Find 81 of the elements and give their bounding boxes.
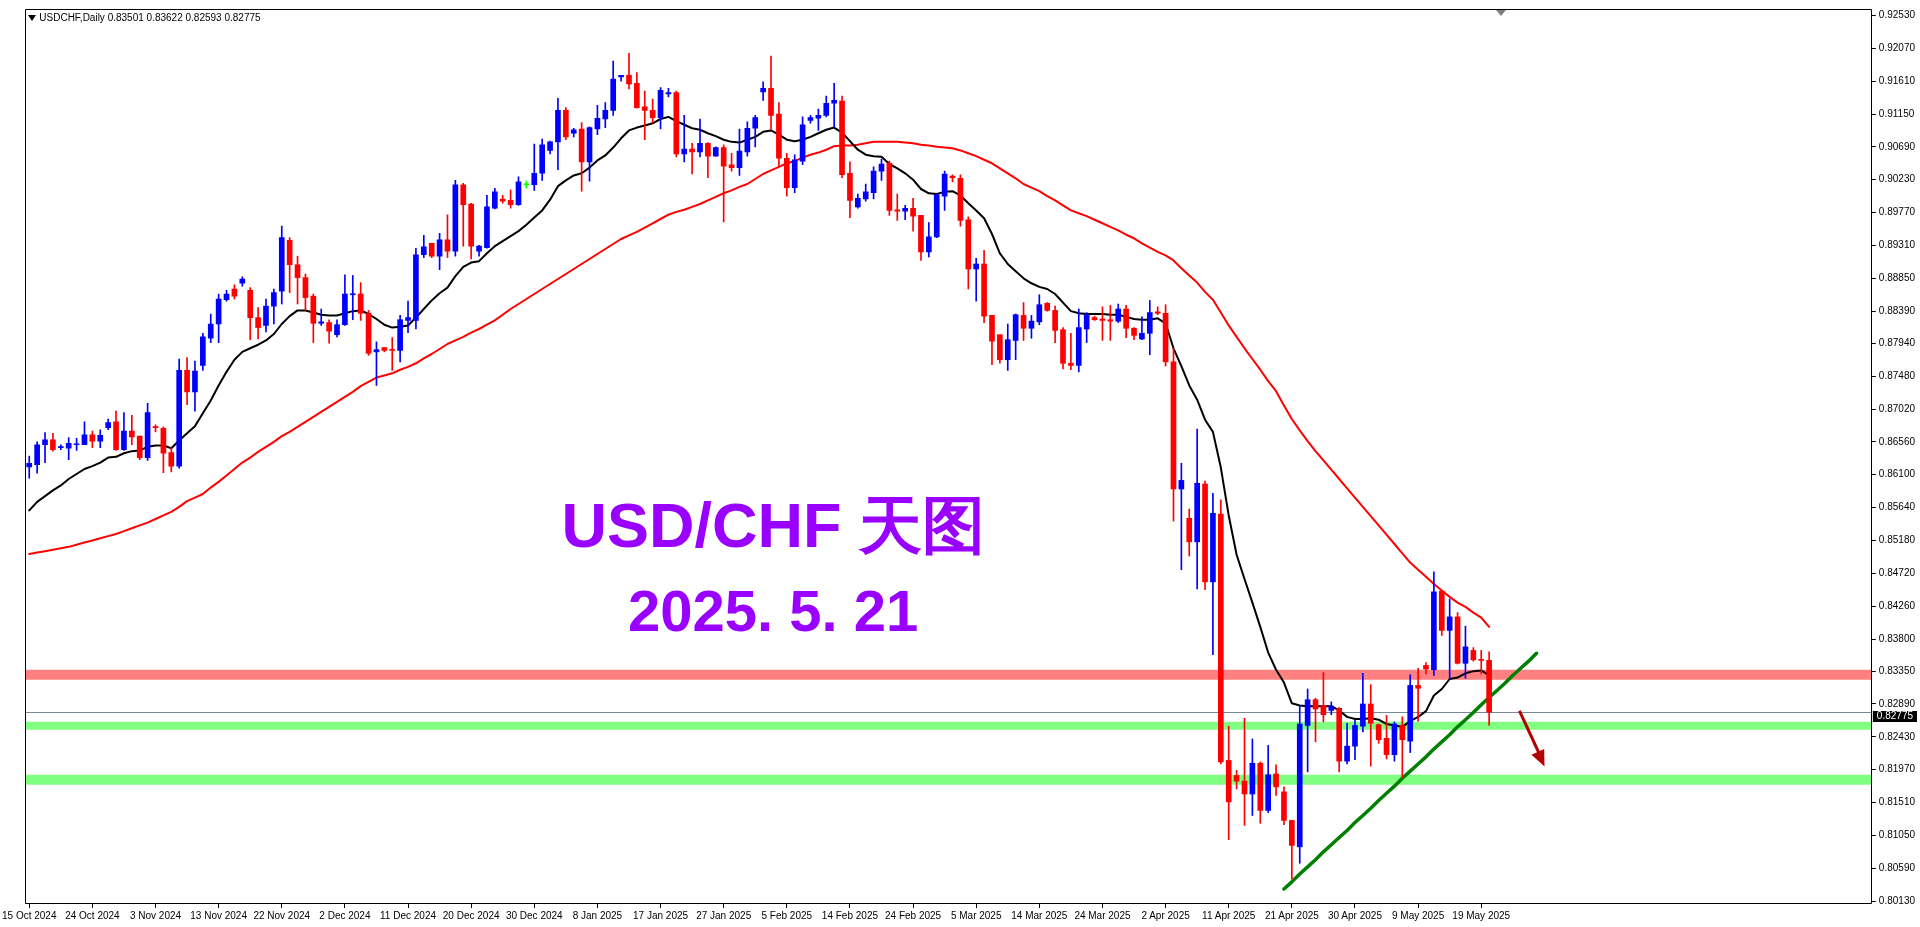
x-tick-label: 27 Jan 2025	[696, 909, 752, 921]
candlestick	[902, 205, 908, 221]
x-tick-label: 21 Apr 2025	[1264, 909, 1320, 921]
y-tick-label: 0.80590	[1878, 862, 1916, 874]
y-tick-label: 0.82430	[1878, 730, 1916, 742]
x-tick-label: 17 Jan 2025	[633, 909, 689, 921]
y-tick-label: 0.85640	[1878, 501, 1916, 513]
candlestick	[349, 275, 356, 321]
x-tick-label: 30 Apr 2025	[1328, 909, 1383, 921]
x-tick-label: 19 May 2025	[1452, 909, 1511, 921]
candlestick	[1399, 716, 1406, 778]
candlestick	[1415, 667, 1421, 722]
x-tick-label: 14 Mar 2025	[1011, 909, 1068, 921]
x-tick-label: 11 Dec 2024	[380, 909, 437, 921]
candlestick	[626, 52, 632, 90]
y-tick-label: 0.90230	[1878, 173, 1916, 185]
x-tick-label: 24 Feb 2025	[884, 909, 942, 921]
y-tick-label: 0.80130	[1878, 894, 1916, 906]
y-tick-label: 0.81050	[1878, 829, 1916, 841]
y-tick-label: 0.83800	[1878, 632, 1916, 644]
candlestick	[129, 415, 135, 446]
y-tick-label: 0.84260	[1878, 599, 1916, 611]
y-tick-label: 0.87940	[1878, 337, 1916, 349]
y-tick-label: 0.92530	[1878, 9, 1916, 21]
candlestick	[831, 82, 837, 128]
candlestick	[973, 257, 980, 302]
x-tick-label: 24 Oct 2024	[65, 909, 121, 921]
candlestick	[405, 300, 411, 333]
candlestick	[42, 432, 48, 463]
y-tick-label: 0.89770	[1878, 206, 1916, 218]
y-tick-label: 0.88390	[1878, 304, 1916, 316]
y-tick-label: 0.84720	[1878, 567, 1916, 579]
x-tick-label: 9 May 2025	[1391, 909, 1445, 921]
candlestick	[318, 308, 325, 326]
candlestick	[1367, 684, 1374, 767]
y-tick-label: 0.85180	[1878, 534, 1916, 546]
y-tick-label: 0.86560	[1878, 435, 1916, 447]
candlestick	[894, 193, 901, 221]
x-tick-label: 3 Nov 2024	[129, 909, 182, 921]
text: USD/CHF 天图	[561, 489, 985, 560]
x-tick-label: 24 Mar 2025	[1074, 909, 1131, 921]
x-tick-label: 2 Apr 2025	[1141, 909, 1191, 921]
x-tick-label: 22 Nov 2024	[253, 909, 311, 921]
y-tick-label: 0.90690	[1878, 140, 1916, 152]
candlestick	[641, 90, 648, 141]
y-tick-label: 0.89310	[1878, 239, 1916, 251]
candlestick	[681, 115, 688, 163]
x-tick-label: 30 Dec 2024	[505, 909, 564, 921]
y-tick-label: 0.91610	[1878, 74, 1916, 86]
y-tick-label: 0.86100	[1878, 468, 1916, 480]
y-tick-label: 0.81970	[1878, 763, 1916, 775]
x-tick-label: 5 Mar 2025	[950, 909, 1002, 921]
y-tick-label: 0.81510	[1878, 796, 1916, 808]
x-tick-label: 14 Feb 2025	[821, 909, 879, 921]
x-tick-label: 5 Feb 2025	[761, 909, 813, 921]
candlestick	[697, 118, 703, 158]
y-tick-label: 0.87020	[1878, 402, 1916, 414]
candlestick	[1478, 650, 1485, 675]
x-tick-label: 13 Nov 2024	[190, 909, 248, 921]
ref-line-label: 0.82775	[1876, 710, 1914, 722]
y-tick-label: 0.82890	[1878, 697, 1916, 709]
x-tick-label: 2 Dec 2024	[319, 909, 371, 921]
candlestick	[689, 142, 695, 175]
candlestick	[389, 337, 396, 371]
candlestick	[531, 143, 538, 191]
candlestick	[1068, 332, 1074, 371]
x-tick-label: 15 Oct 2024	[2, 909, 57, 921]
candlestick	[26, 455, 33, 479]
x-tick-label: 8 Jan 2025	[572, 909, 623, 921]
text: 2025. 5. 21	[628, 578, 919, 644]
y-tick-label: 0.88850	[1878, 272, 1916, 284]
candlestick	[1446, 598, 1453, 679]
candlestick	[720, 144, 727, 223]
x-tick-label: 11 Apr 2025	[1202, 909, 1256, 921]
x-tick-label: 20 Dec 2024	[442, 909, 500, 921]
y-tick-label: 0.92070	[1878, 42, 1916, 54]
annotation: USDCHF,Daily 0.83501 0.83622 0.82593 0.82775	[39, 11, 261, 23]
y-tick-label: 0.91150	[1878, 107, 1915, 119]
candlestick	[760, 81, 766, 101]
y-tick-label: 0.83350	[1878, 664, 1916, 676]
y-tick-label: 0.87480	[1878, 369, 1916, 381]
